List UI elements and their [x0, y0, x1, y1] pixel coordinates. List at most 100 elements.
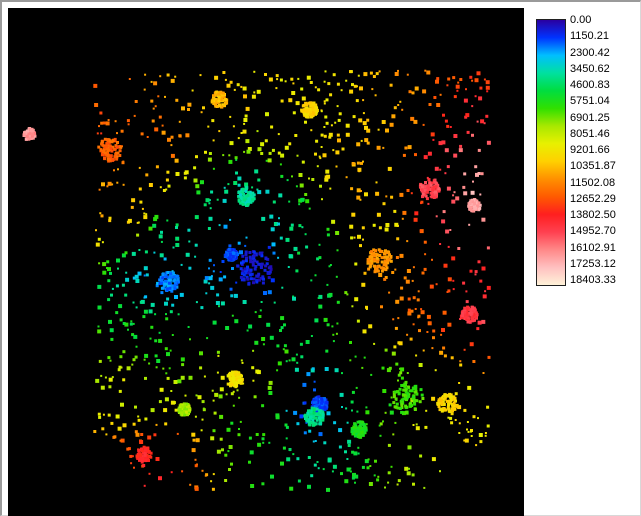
data-point	[373, 270, 377, 274]
data-point	[106, 154, 110, 158]
data-point	[455, 196, 460, 201]
data-point	[246, 200, 250, 203]
data-point	[108, 319, 112, 324]
data-point	[465, 290, 468, 293]
data-point	[109, 156, 113, 160]
data-point	[240, 85, 243, 88]
data-point	[199, 74, 202, 77]
data-point	[425, 190, 429, 194]
data-point	[314, 152, 317, 156]
data-point	[412, 296, 416, 300]
data-point	[246, 265, 249, 269]
data-point	[206, 337, 209, 340]
data-point	[435, 79, 439, 84]
data-point	[306, 411, 310, 415]
data-point	[168, 286, 172, 290]
data-point	[459, 78, 463, 81]
data-point	[402, 388, 406, 392]
data-point	[249, 450, 254, 455]
data-point	[408, 393, 411, 396]
data-point	[437, 187, 441, 191]
data-point	[229, 287, 233, 291]
data-point	[318, 304, 323, 309]
data-point	[216, 350, 220, 354]
data-point	[336, 82, 340, 86]
data-point	[219, 437, 223, 441]
data-point	[447, 403, 451, 407]
data-point	[235, 158, 238, 161]
data-point	[127, 328, 129, 331]
data-point	[326, 283, 329, 286]
data-point	[276, 78, 279, 81]
data-point	[383, 262, 387, 266]
data-point	[403, 388, 407, 392]
data-point	[465, 88, 467, 91]
data-point	[451, 406, 455, 410]
data-point	[337, 138, 341, 143]
data-point	[242, 129, 247, 134]
data-point	[178, 408, 182, 412]
data-point	[354, 474, 359, 479]
data-point	[328, 132, 333, 137]
data-point	[127, 218, 132, 223]
data-point	[406, 333, 409, 336]
data-point	[268, 441, 271, 444]
data-point	[100, 385, 105, 390]
data-point	[228, 159, 233, 164]
map-panel[interactable]	[8, 8, 524, 516]
data-point	[253, 267, 257, 271]
data-point	[215, 90, 219, 94]
data-point	[366, 466, 370, 470]
data-point	[251, 263, 255, 267]
data-point	[429, 191, 433, 195]
data-point	[98, 262, 101, 265]
data-point	[457, 81, 460, 84]
data-point	[422, 89, 427, 94]
data-point	[217, 92, 221, 96]
data-point	[412, 424, 415, 426]
data-point	[471, 105, 474, 108]
data-point	[396, 483, 399, 486]
data-point	[442, 407, 446, 411]
data-point	[326, 487, 330, 492]
data-point	[136, 233, 140, 237]
data-point	[253, 395, 257, 399]
data-point	[447, 416, 450, 419]
data-point	[263, 268, 267, 272]
data-point	[360, 139, 363, 142]
data-point	[319, 422, 322, 426]
data-point	[382, 202, 386, 206]
data-point	[313, 388, 316, 392]
data-point	[120, 129, 124, 133]
data-point	[412, 266, 415, 269]
data-point	[211, 119, 215, 123]
data-point	[441, 140, 446, 145]
data-point	[241, 260, 245, 264]
data-point	[376, 478, 380, 482]
data-point	[146, 136, 149, 138]
data-point	[407, 308, 411, 312]
data-point	[387, 471, 391, 475]
data-point	[365, 406, 368, 409]
data-point	[393, 345, 397, 349]
data-point	[178, 404, 182, 408]
data-point	[257, 272, 261, 276]
data-point	[323, 408, 327, 412]
data-point	[351, 212, 356, 217]
data-point	[218, 130, 221, 133]
data-point	[314, 112, 318, 115]
data-point	[346, 467, 351, 472]
data-point	[350, 236, 354, 240]
data-point	[477, 148, 481, 152]
data-point	[407, 445, 412, 450]
data-point	[361, 366, 364, 369]
data-point	[441, 395, 444, 398]
data-point	[230, 383, 234, 387]
data-point	[334, 121, 337, 124]
data-point	[344, 479, 349, 484]
data-point	[251, 260, 255, 264]
data-point	[291, 175, 293, 178]
data-point	[168, 284, 172, 288]
data-point	[140, 132, 144, 136]
data-point	[322, 153, 327, 158]
